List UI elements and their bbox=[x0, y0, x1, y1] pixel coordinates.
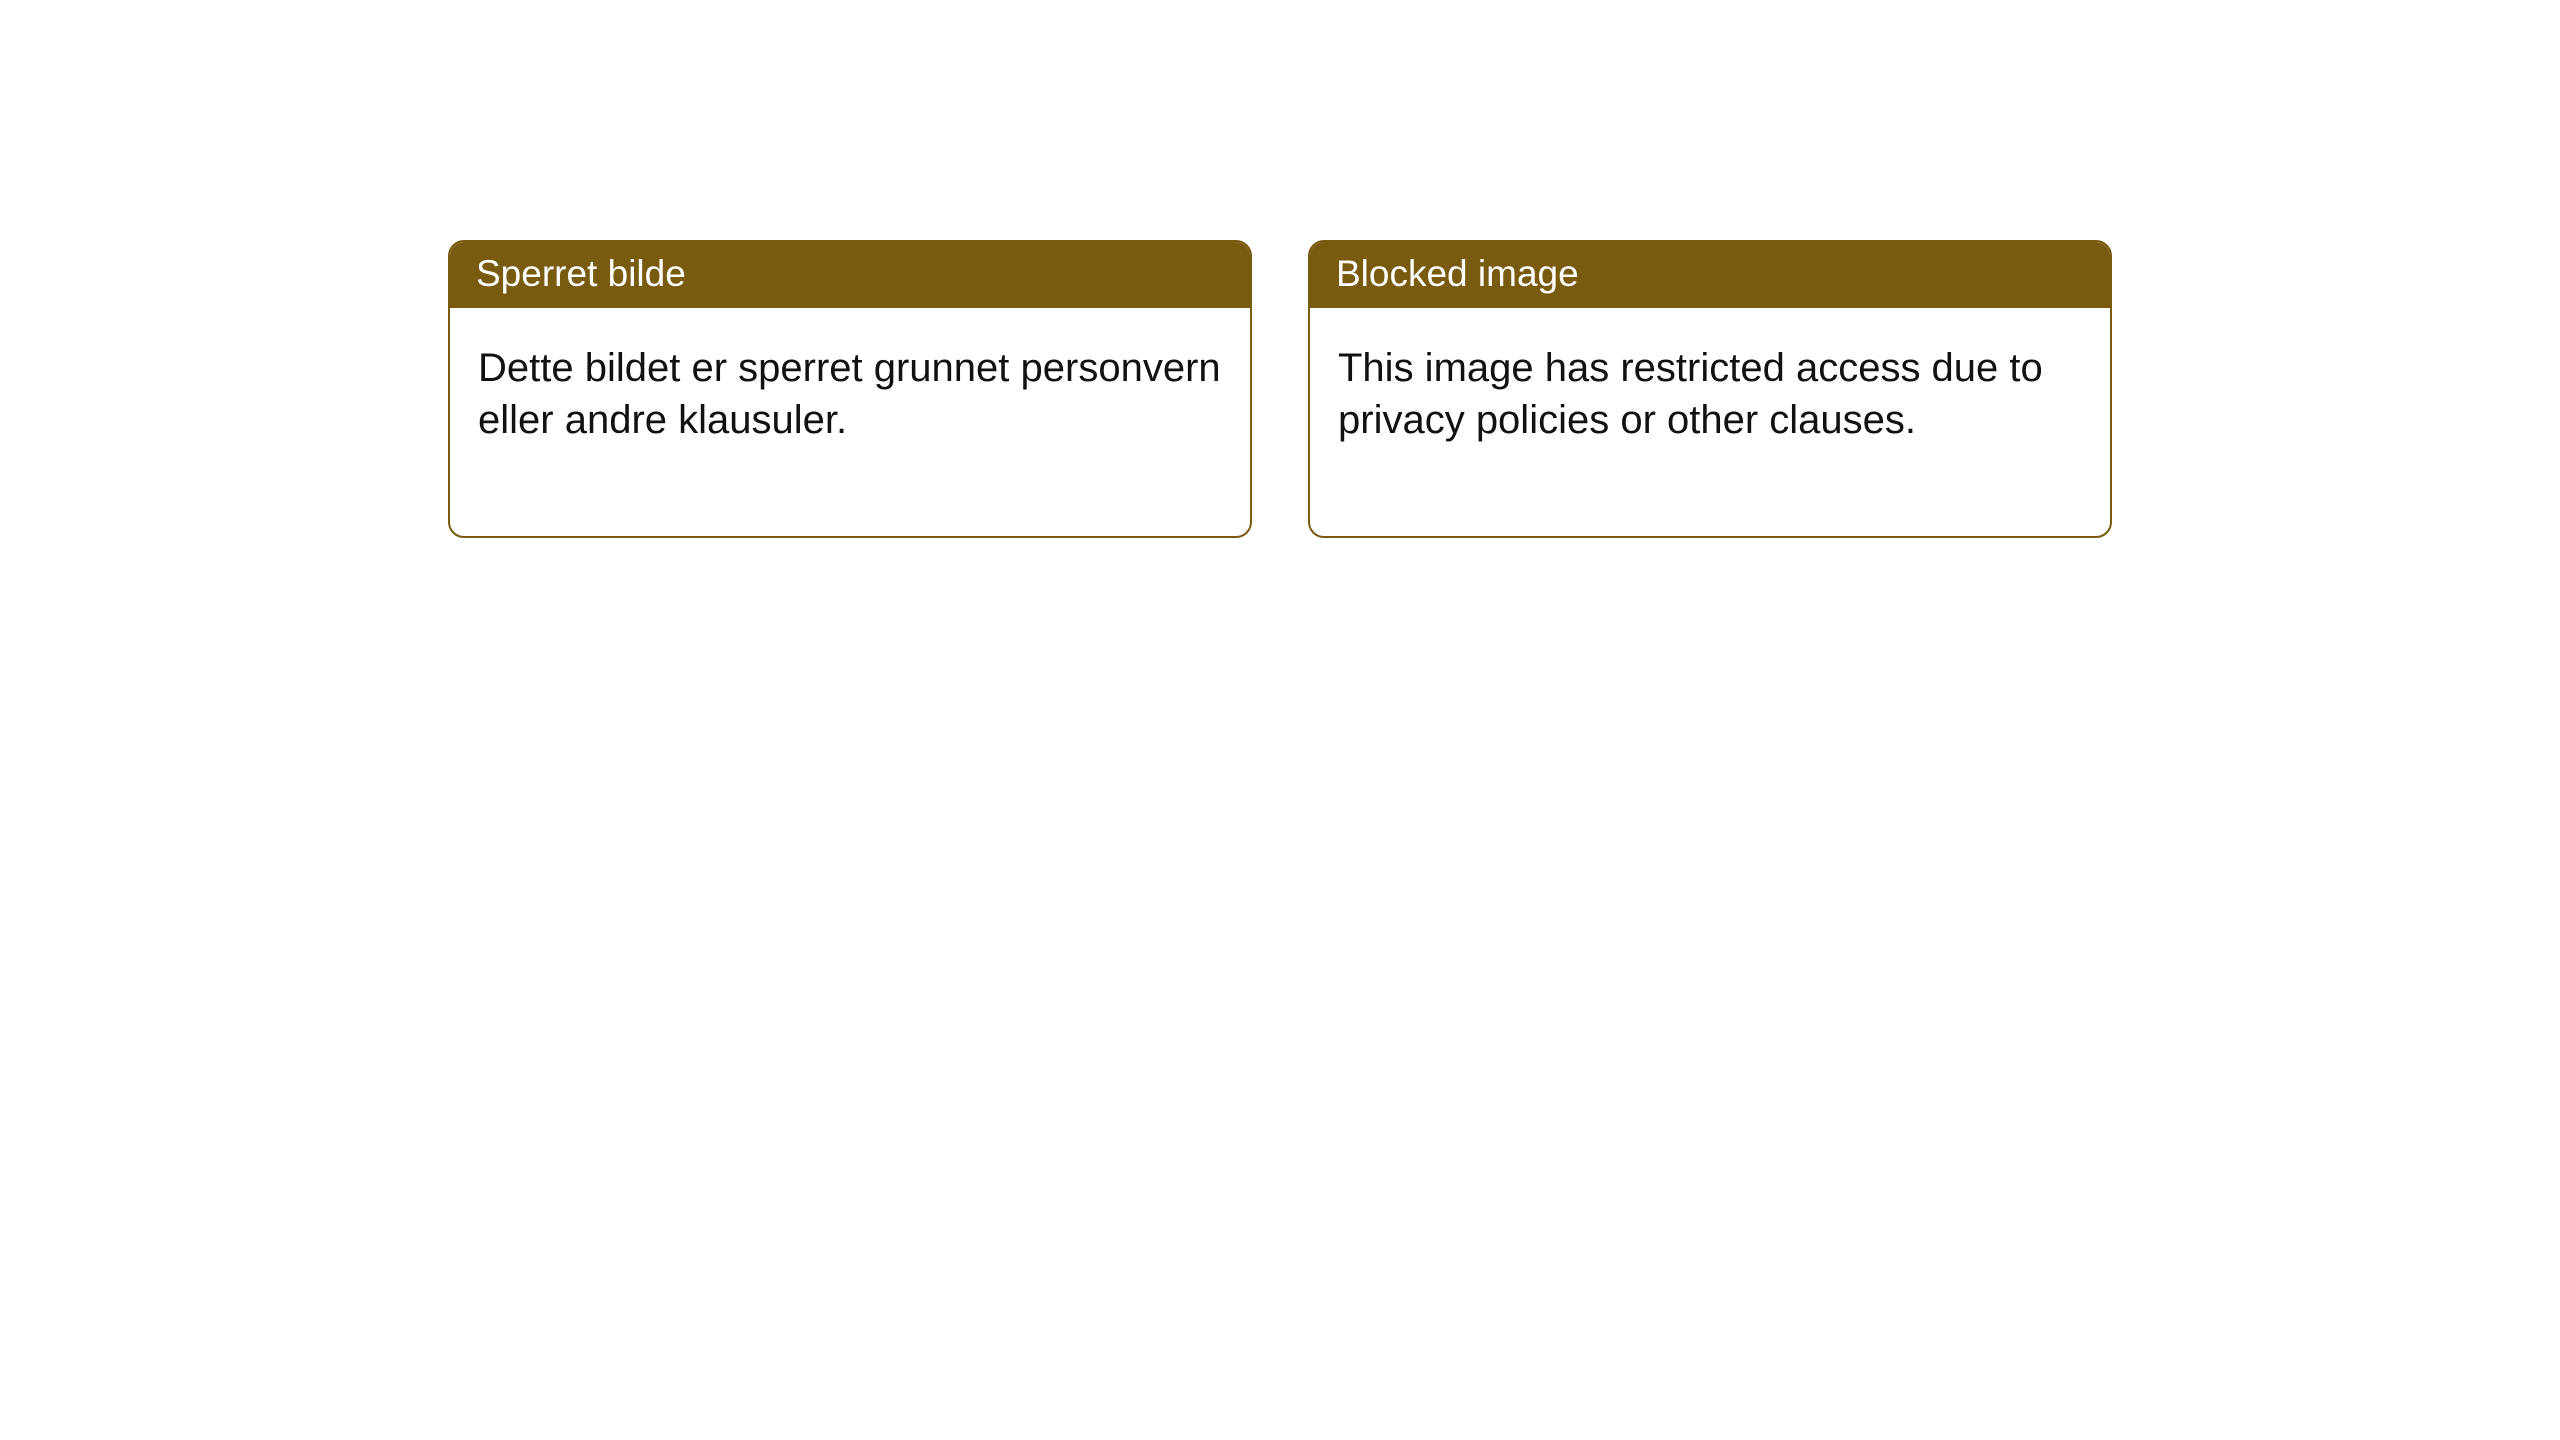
notice-container: Sperret bilde Dette bildet er sperret gr… bbox=[0, 0, 2560, 538]
notice-body-en: This image has restricted access due to … bbox=[1310, 308, 2110, 536]
blocked-image-notice-en: Blocked image This image has restricted … bbox=[1308, 240, 2112, 538]
notice-body-no: Dette bildet er sperret grunnet personve… bbox=[450, 308, 1250, 536]
notice-header-en: Blocked image bbox=[1310, 242, 2110, 308]
blocked-image-notice-no: Sperret bilde Dette bildet er sperret gr… bbox=[448, 240, 1252, 538]
notice-header-no: Sperret bilde bbox=[450, 242, 1250, 308]
